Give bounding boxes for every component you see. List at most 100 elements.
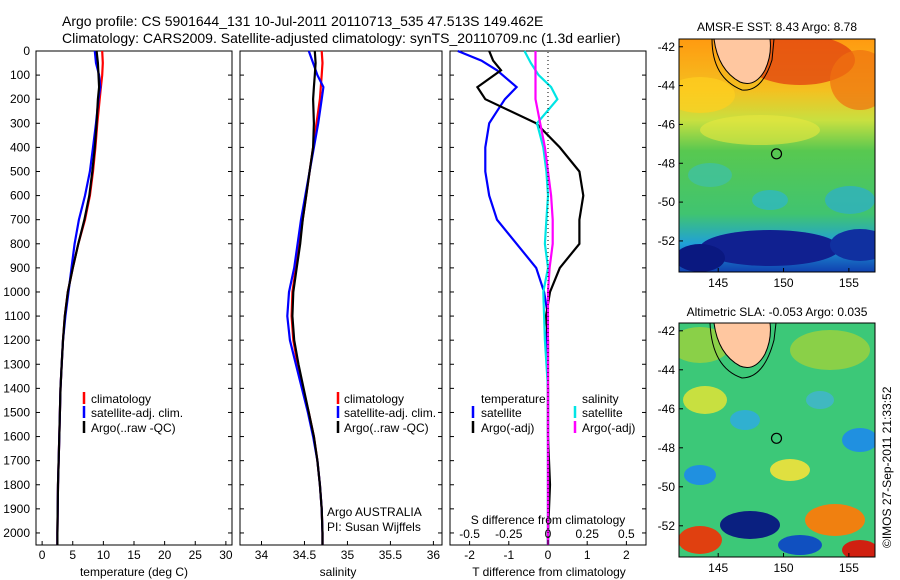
depth-tick-label: 1600: [3, 430, 30, 444]
legend-label-sal-argo: Argo(-adj): [582, 421, 635, 435]
map-lon-label: 145: [708, 561, 728, 575]
x-tick-label: 0: [39, 548, 46, 562]
sst-map: [679, 39, 875, 272]
sst-front: [700, 115, 820, 145]
series-line-argo-raw-qc-: [56, 50, 101, 545]
depth-tick-label: 1700: [3, 454, 30, 468]
sla-patch: [770, 459, 810, 481]
x-tick-label: 25: [189, 548, 203, 562]
depth-tick-label: 300: [10, 116, 30, 130]
x-tick-label: 0: [545, 527, 552, 541]
map-lat-label: -44: [658, 79, 676, 93]
sla-patch: [842, 428, 875, 452]
map-lat-label: -42: [658, 324, 676, 338]
map-lat-label: -52: [658, 234, 676, 248]
series-line-argo-raw-qc-: [291, 50, 324, 545]
map-lat-label: -48: [658, 441, 676, 455]
sla-map: [679, 323, 875, 557]
map-lat-label: -46: [658, 402, 676, 416]
header-line-1: Argo profile: CS 5901644_131 10-Jul-2011…: [62, 13, 543, 29]
map-lat-label: -52: [658, 519, 676, 533]
coastline-contour: [709, 323, 777, 379]
x-tick-label: 35.5: [379, 548, 403, 562]
map-lon-label: 150: [774, 276, 794, 290]
x-tick-label: -1: [503, 548, 514, 562]
x-tick-label: 20: [158, 548, 172, 562]
argo-australia-label: Argo AUSTRALIA: [327, 505, 422, 519]
sla-patch: [805, 504, 865, 536]
depth-tick-label: 200: [10, 92, 30, 106]
sst-warm-patch: [830, 50, 875, 110]
argo-position-marker: [770, 432, 783, 444]
tasmania-landmass: [713, 39, 771, 84]
depth-tick-label: 2000: [3, 526, 30, 540]
depth-tick-label: 1300: [3, 357, 30, 371]
sst-map-title: AMSR-E SST: 8.43 Argo: 8.78: [697, 20, 857, 34]
map-lon-label: 155: [839, 561, 859, 575]
depth-tick-label: 900: [10, 261, 30, 275]
legend-label-argo: Argo(..raw -QC): [91, 421, 176, 435]
sst-cool-patch: [825, 186, 875, 214]
sla-patch: [790, 330, 870, 370]
coastline-contour: [711, 39, 775, 91]
temperature-legend: climatology satellite-adj. clim. Argo(..…: [82, 392, 183, 435]
map-lat-label: -48: [658, 156, 676, 170]
sst-map-frame: [678, 38, 876, 273]
legend-title-temperature: temperature: [481, 392, 546, 406]
pi-name-label: PI: Susan Wijffels: [327, 520, 421, 534]
legend-label-climatology: climatology: [344, 392, 404, 406]
imos-credit: ©IMOS 27-Sep-2011 21:33:52: [880, 386, 894, 548]
sla-patch: [842, 540, 875, 557]
salinity-xlabel: salinity: [320, 565, 357, 579]
x-tick-label: 5: [69, 548, 76, 562]
depth-tick-label: 600: [10, 189, 30, 203]
x-tick-label: 0.25: [576, 527, 600, 541]
argo-position-marker: [770, 148, 783, 160]
s-difference-xlabel: S difference from climatology: [471, 513, 626, 527]
difference-legend: temperature salinity satellite Argo(-adj…: [471, 392, 635, 435]
x-axis-ticks: 0 5 10 15 20 25 30 34 34.5 35 35.5 36 -2 -1 0 1 2 -0.5 -0.…: [39, 527, 635, 562]
sst-cold-patch: [830, 229, 875, 261]
salinity-profiles: [286, 50, 325, 545]
sst-cool-patch: [752, 190, 788, 210]
sla-map-title: Altimetric SLA: -0.053 Argo: 0.035: [687, 305, 868, 319]
depth-tick-label: 1200: [3, 333, 30, 347]
legend-label-satellite: satellite-adj. clim.: [344, 406, 436, 420]
depth-tick-label: 1800: [3, 478, 30, 492]
legend-label-temp-argo: Argo(-adj): [481, 421, 534, 435]
x-tick-label: -0.5: [459, 527, 480, 541]
x-tick-label: 10: [97, 548, 111, 562]
temperature-panel: [35, 50, 233, 546]
temperature-xlabel: temperature (deg C): [80, 565, 188, 579]
legend-title-salinity: salinity: [582, 392, 619, 406]
depth-tick-label: 1400: [3, 381, 30, 395]
salinity-legend: climatology satellite-adj. clim. Argo(..…: [327, 392, 436, 534]
map-lat-label: -50: [658, 480, 676, 494]
x-tick-label: 35: [341, 548, 355, 562]
x-tick-label: 15: [127, 548, 141, 562]
x-tick-label: 34: [255, 548, 269, 562]
depth-tick-label: 1100: [4, 309, 30, 323]
map-lat-label: -46: [658, 117, 676, 131]
x-tick-label: 0: [545, 548, 552, 562]
temperature-profiles: [56, 50, 104, 545]
map-lat-label: -44: [658, 363, 676, 377]
sst-cool-patch: [688, 163, 732, 187]
t-difference-xlabel: T difference from climatology: [472, 565, 626, 579]
sst-warm-patch: [679, 77, 735, 113]
x-tick-label: 30: [219, 548, 233, 562]
depth-tick-label: 1900: [3, 502, 30, 516]
sst-map-axes: 145 150 155 -42 -44 -46 -48 -50 -52: [658, 40, 860, 290]
sla-patch: [679, 526, 722, 554]
legend-label-climatology: climatology: [91, 392, 151, 406]
depth-axis: 0 100 200 300 400 500 600 700 800 900 1000 1100 1200…: [3, 44, 646, 540]
sla-map-frame: [678, 322, 876, 558]
sst-cold-patch: [700, 230, 840, 266]
depth-tick-label: 1500: [3, 405, 30, 419]
depth-tick-label: 500: [10, 164, 30, 178]
map-lat-label: -50: [658, 195, 676, 209]
x-tick-label: -2: [464, 548, 475, 562]
x-tick-label: 36: [427, 548, 441, 562]
sla-patch: [806, 391, 834, 409]
